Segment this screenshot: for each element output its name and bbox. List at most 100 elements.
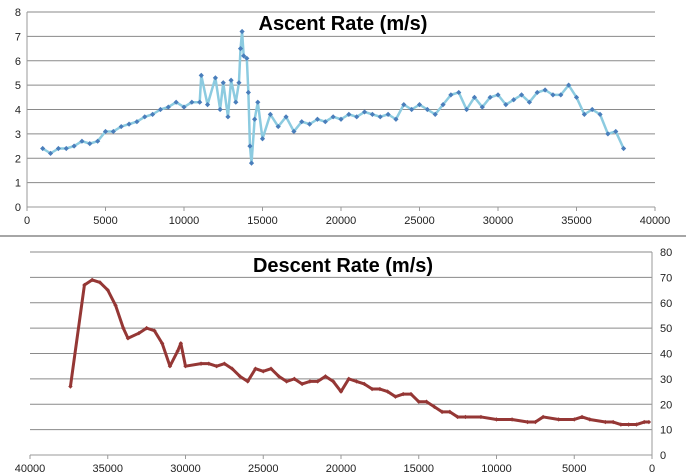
data-point <box>581 111 587 117</box>
y-tick-label: 5 <box>15 80 21 92</box>
data-point <box>525 419 530 425</box>
data-point <box>268 366 274 371</box>
data-point <box>248 160 255 166</box>
data-point <box>247 143 253 149</box>
data-point <box>95 138 101 144</box>
data-point <box>393 116 399 122</box>
data-point <box>245 89 251 96</box>
data-point <box>87 141 93 147</box>
x-tick-label: 15000 <box>403 463 434 475</box>
x-tick-label: 5000 <box>562 463 586 475</box>
data-point <box>276 374 281 379</box>
data-point <box>245 379 250 384</box>
y-tick-label: 10 <box>660 425 672 437</box>
data-point <box>503 102 509 108</box>
data-point <box>603 419 608 425</box>
data-point <box>121 325 126 331</box>
data-point <box>229 366 235 371</box>
x-tick-label: 0 <box>649 463 655 475</box>
data-point <box>178 341 184 346</box>
data-point <box>338 389 344 394</box>
data-point <box>175 348 180 354</box>
data-point <box>299 119 305 125</box>
data-point <box>253 366 258 371</box>
y-tick-label: 0 <box>15 202 21 214</box>
data-point <box>157 106 164 113</box>
y-tick-label: 60 <box>660 298 672 310</box>
data-point <box>173 99 179 105</box>
data-point <box>314 116 321 122</box>
data-point <box>237 374 243 379</box>
data-point <box>487 94 493 100</box>
data-point <box>361 109 368 115</box>
data-point <box>237 45 244 52</box>
data-point <box>385 389 390 394</box>
data-point <box>338 116 344 122</box>
data-point <box>152 328 157 333</box>
data-point <box>542 87 548 93</box>
data-point <box>134 119 140 125</box>
y-tick-label: 40 <box>660 349 672 361</box>
data-point <box>354 379 359 384</box>
data-point <box>626 422 631 427</box>
data-point <box>189 99 195 105</box>
data-point <box>495 92 501 98</box>
x-tick-label: 20000 <box>326 215 357 227</box>
y-tick-label: 0 <box>660 450 666 462</box>
data-point <box>494 417 499 422</box>
data-point <box>455 414 460 420</box>
data-point <box>68 384 73 389</box>
y-tick-label: 80 <box>660 247 672 259</box>
x-tick-label: 40000 <box>640 215 671 227</box>
data-point <box>136 331 142 336</box>
data-point <box>307 379 313 384</box>
data-point <box>401 391 406 397</box>
x-tick-label: 0 <box>24 215 30 227</box>
data-point <box>212 75 218 81</box>
y-tick-label: 1 <box>15 178 21 190</box>
data-point <box>79 138 85 144</box>
data-point <box>526 99 532 105</box>
data-point <box>634 422 639 427</box>
data-point <box>471 94 478 100</box>
y-tick-label: 50 <box>660 323 672 335</box>
data-point <box>518 92 525 98</box>
series-line <box>68 278 649 427</box>
data-point <box>228 77 234 83</box>
y-tick-label: 4 <box>15 105 21 117</box>
data-point <box>463 414 468 420</box>
data-point <box>63 145 69 152</box>
data-point <box>323 374 328 379</box>
ascent-chart-title: Ascent Rate (m/s) <box>259 13 428 35</box>
data-point <box>572 417 577 422</box>
data-point <box>197 99 203 105</box>
data-point <box>440 102 446 108</box>
data-point <box>550 92 556 98</box>
data-point <box>71 143 77 149</box>
data-point <box>241 53 247 59</box>
data-point <box>456 89 462 96</box>
data-point <box>416 399 421 404</box>
ascent-rate-chart: 0 1 2 3 4 5 6 7 8 0 5000 10000 15000 20000 25000 30000 3… <box>15 7 670 227</box>
data-point <box>82 282 87 288</box>
data-point <box>432 404 437 409</box>
data-point <box>113 303 118 308</box>
data-point <box>105 287 110 293</box>
data-point <box>646 419 652 425</box>
data-point <box>409 106 415 113</box>
data-point <box>424 399 429 404</box>
x-tick-label: 30000 <box>170 463 201 475</box>
data-point <box>566 82 572 88</box>
data-point <box>307 121 313 127</box>
data-point <box>239 28 245 35</box>
data-point <box>198 72 204 78</box>
data-point <box>605 131 611 137</box>
x-tick-label: 25000 <box>248 463 279 475</box>
data-point <box>401 102 407 108</box>
data-point <box>331 379 336 384</box>
data-point <box>509 417 515 422</box>
data-point <box>573 94 580 100</box>
y-tick-label: 2 <box>15 153 21 165</box>
series-line <box>42 30 625 165</box>
